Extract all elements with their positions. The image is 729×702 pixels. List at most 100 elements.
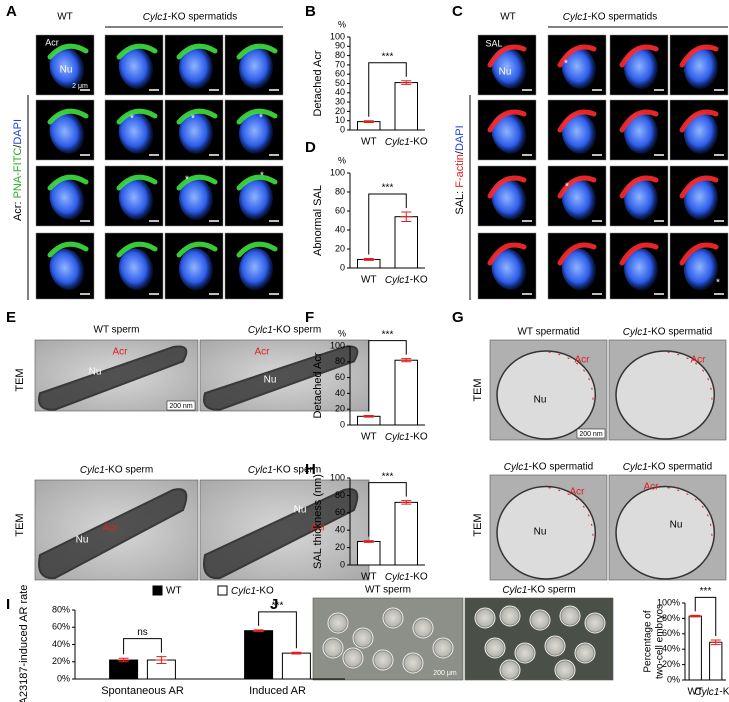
embryo-image xyxy=(464,597,614,681)
stain xyxy=(487,175,527,199)
y-tick-label: 100% xyxy=(657,597,680,607)
image-tile xyxy=(164,99,224,161)
side-label: SAL: F-actin/DAPI xyxy=(454,125,466,214)
stain xyxy=(116,43,158,60)
bar xyxy=(688,615,702,681)
significance: *** xyxy=(382,51,394,62)
unit-label: % xyxy=(338,328,346,338)
gene-name: Cylc1 xyxy=(248,325,273,336)
y-tick-label: 60 xyxy=(335,372,345,382)
stain xyxy=(619,44,659,68)
error-bar xyxy=(362,540,375,543)
stain xyxy=(487,109,527,133)
embryo xyxy=(484,637,506,659)
x-tick-label: Cylc1-KO xyxy=(385,432,428,443)
bar xyxy=(394,501,418,566)
side-label-part: Acr: xyxy=(12,198,24,221)
embryo xyxy=(574,642,596,664)
side-label-part: F-actin xyxy=(454,154,466,188)
image-tile xyxy=(669,232,729,300)
nucleus xyxy=(118,112,154,154)
stain xyxy=(176,174,218,191)
nucleus xyxy=(623,178,659,220)
significance: *** xyxy=(272,600,284,611)
label: Cylc1-KO sperm xyxy=(80,465,153,476)
label: Cylc1-KO sperm xyxy=(248,325,321,336)
stain xyxy=(236,43,278,60)
gene-name: Cylc1 xyxy=(385,572,410,583)
gene-name: Cylc1 xyxy=(694,687,719,698)
embryo xyxy=(499,659,521,681)
label: Cylc1-KO spermatids xyxy=(143,12,237,23)
significance-bracket xyxy=(368,340,407,412)
nucleus xyxy=(178,47,214,89)
label: Nu xyxy=(89,367,102,378)
error-bar xyxy=(155,656,168,664)
label: Cylc1-KO spermatid xyxy=(623,462,712,473)
error-bar xyxy=(362,258,375,261)
image-tile xyxy=(35,165,95,227)
label: WT sperm xyxy=(94,325,140,336)
panel-letter: D xyxy=(305,139,316,156)
gene-name: Cylc1 xyxy=(502,585,527,596)
stain xyxy=(679,109,719,133)
y-tick-label: 40 xyxy=(335,224,345,234)
nucleus xyxy=(496,485,597,580)
y-tick-label: 40% xyxy=(52,639,70,649)
asterisk: * xyxy=(130,114,134,125)
image-tile xyxy=(477,232,537,300)
label: Nu xyxy=(60,65,73,76)
x-tick-label: WT xyxy=(687,687,703,698)
nucleus xyxy=(683,47,719,89)
gene-name: Cylc1 xyxy=(385,275,410,286)
error-bar xyxy=(400,80,413,85)
image-tile xyxy=(609,99,669,161)
image-tile xyxy=(104,165,164,227)
image-tile xyxy=(477,99,537,161)
image-tile xyxy=(224,34,284,96)
unit-label: % xyxy=(338,19,346,29)
bar xyxy=(244,630,274,680)
label: Nu xyxy=(264,375,277,386)
label: TEM xyxy=(14,368,26,391)
legend-label: WT xyxy=(166,586,182,597)
nucleus xyxy=(683,248,719,291)
stain xyxy=(679,175,719,199)
label: Acr xyxy=(644,482,660,493)
image-tile xyxy=(477,34,537,96)
scale-box xyxy=(576,428,606,439)
tem-shape xyxy=(38,345,188,411)
stain xyxy=(236,241,278,258)
y-tick-label: 0 xyxy=(340,559,345,569)
side-label-part: PNA-FITC xyxy=(12,148,24,199)
stain xyxy=(487,242,527,266)
y-tick-label: 60 xyxy=(335,507,345,517)
y-tick-label: 0 xyxy=(340,419,345,429)
image-tile xyxy=(547,34,607,96)
embryo xyxy=(559,605,581,627)
y-tick-label: 20 xyxy=(335,243,345,253)
stain xyxy=(176,241,218,258)
legend-swatch xyxy=(152,585,163,596)
image-tile xyxy=(224,165,284,227)
panel-letter: J xyxy=(270,596,278,613)
label: Acr xyxy=(691,355,707,366)
label: Acr xyxy=(45,37,59,47)
label: Acr xyxy=(103,523,119,534)
stain xyxy=(619,175,659,199)
image-tile xyxy=(669,34,729,96)
image-tile xyxy=(35,34,95,96)
nucleus xyxy=(623,112,659,154)
stain xyxy=(557,242,597,266)
x-tick-label: Spontaneous AR xyxy=(101,685,184,697)
label: Nu xyxy=(534,527,547,538)
stain xyxy=(619,242,659,266)
label: Cylc1-KO spermatids xyxy=(563,12,657,23)
nucleus xyxy=(49,248,85,290)
image-tile xyxy=(609,232,669,300)
label: Acr xyxy=(570,487,586,498)
nucleus xyxy=(178,178,214,220)
error-bar xyxy=(709,639,722,646)
panel-letter: B xyxy=(305,3,316,20)
legend-label: Cylc1-KO xyxy=(231,586,274,597)
